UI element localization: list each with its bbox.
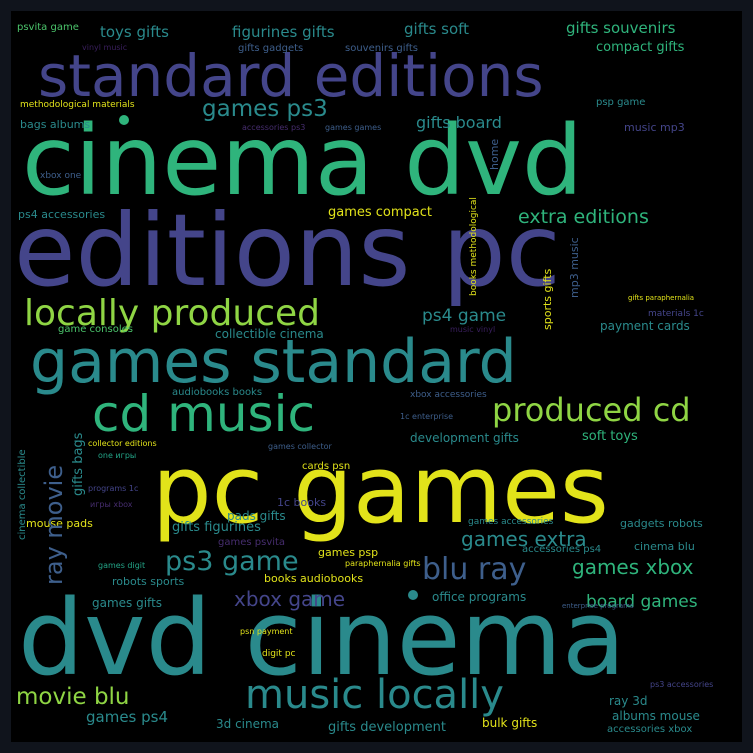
cloud-word-w-compact-gifts: compact gifts [596,40,685,55]
cloud-word-w-psvita-game: psvita game [17,22,79,33]
cloud-word-w-souvenirs-gifts: souvenirs gifts [345,43,418,54]
cloud-word-w-soft-toys: soft toys [582,429,638,444]
cloud-word-w-games-digit: games digit [98,561,145,570]
cloud-word-w-dvd-cinema: dvd cinema [18,577,626,699]
cloud-word-w-methodological-materials: methodological materials [20,100,135,110]
cloud-word-w-vinyl-music: vinyl music [82,43,127,52]
cloud-word-w-collectible-cinema: collectible cinema [215,327,324,341]
cloud-word-w-cinema-blu: cinema blu [634,540,695,553]
cloud-word-w-ps4-game: ps4 game [422,306,506,326]
cloud-word-w-psp-game: psp game [596,97,645,108]
cloud-word-w-figurines-gifts: figurines gifts [232,23,335,41]
cloud-word-w-albums-mouse: albums mouse [612,709,700,723]
cloud-word-w-music-vinyl: music vinyl [450,325,495,334]
cloud-word-w-bulk-gifts: bulk gifts [482,716,537,730]
cloud-word-w-audiobooks-books: audiobooks books [172,387,262,398]
cloud-word-w-xbox-accessories: xbox accessories [410,390,487,400]
cloud-word-w-ps4-accessories: ps4 accessories [18,208,105,221]
cloud-word-w-enterprise-programs: enterprise programs [562,602,634,610]
cloud-word-w-accessories-xbox: accessories xbox [607,724,692,735]
cloud-word-w-games-psp: games psp [318,546,378,559]
cloud-word-w-xbox-one: xbox one [40,171,82,181]
cloud-word-w-produced-cd: produced cd [492,391,691,429]
cloud-word-w-programs-1c: programs 1c [88,484,138,493]
cloud-word-w-pads-gifts: pads gifts [227,509,286,523]
cloud-word-w-games-standard: games standard [30,327,517,397]
cloud-word-w-games-games: games games [325,123,381,132]
cloud-word-w-games-collector: games collector [268,442,332,451]
cloud-word-w-payment-cards: payment cards [600,319,690,333]
cloud-word-w-gifts-board: gifts board [416,113,502,132]
cloud-word-w-ray-3d: ray 3d [609,694,647,708]
cloud-word-w-cards-psn: cards psn [302,461,350,472]
cloud-background [11,11,742,742]
cloud-word-w-accessories-ps4: accessories ps4 [522,544,601,555]
cloud-word-w-toys-gifts: toys gifts [100,23,169,41]
cloud-word-w-ps3-game: ps3 game [165,546,299,577]
cloud-word-w-cinema-dvd: cinema dvd [22,105,583,217]
cloud-word-w-music-mp3: music mp3 [624,121,685,134]
cloud-word-w-paraphernalia-gifts: paraphernalia gifts [345,559,421,568]
cloud-word-w-development-gifts: development gifts [410,431,519,445]
cloud-word-w-standard-editions: standard editions [38,42,544,110]
cloud-word-w-cd-music: cd music [92,385,315,443]
cloud-word-w-robots-sports: robots sports [112,575,185,588]
cloud-word-w-1c-books: 1c books [277,496,326,509]
cloud-word-w-games-ps4: games ps4 [86,708,168,726]
cloud-word-w-blu-ray: blu ray [422,552,526,587]
cloud-word-v-sports-gifts: sports gifts [541,268,554,330]
cloud-word-w-igry-xbox: игры xbox [90,500,133,509]
cloud-word-w-gifts-soft: gifts soft [404,20,469,38]
cloud-word-w-games-gifts: games gifts [92,596,162,610]
cloud-word-w-games-extra: games extra [461,527,587,551]
cloud-word-w-gifts-development: gifts development [328,720,446,735]
cloud-word-v-mp3-music: mp3 music [568,237,581,298]
cloud-word-w-ps3-accessories: ps3 accessories [650,680,713,689]
cloud-word-w-materials-1c: materials 1c [648,309,704,319]
cloud-word-w-music-locally: music locally [245,672,504,718]
cloud-word-w-games-xbox: games xbox [572,555,694,579]
cloud-word-w-gifts-gadgets: gifts gadgets [238,43,303,54]
cloud-word-w-office-programs: office programs [432,590,526,604]
cloud-word-v-books-methodological: books methodological [469,197,479,296]
cloud-word-w-collector-editions: collector editions [88,439,157,448]
dot-mark [408,590,418,600]
cloud-word-w-games-ps3: games ps3 [202,96,328,122]
cloud-word-w-gifts-paraphernalia: gifts paraphernalia [628,294,694,302]
cloud-word-w-1c-enterprise: 1c enterprise [400,412,453,421]
cloud-word-w-locally-produced: locally produced [24,293,320,334]
cloud-word-v-gifts-bags: gifts bags [71,432,86,496]
cloud-word-w-pc-games: pc games [152,436,609,545]
dot-mark [119,115,129,125]
cloud-word-w-accessories-ps3: accessories ps3 [242,123,305,132]
cloud-word-w-3d-cinema: 3d cinema [216,717,279,731]
cloud-word-w-extra-editions: extra editions [518,206,649,228]
cloud-word-w-xbox-game: xbox game [234,587,345,611]
cloud-word-w-games-accessories: games accessories [468,517,554,527]
word-cloud: dvd cinema editions pc cinema dvd pc games s… [11,11,742,742]
cloud-word-w-gifts-figurines: gifts figurines [172,520,261,535]
cloud-word-v-ray-movie: ray movie [40,465,68,585]
cloud-word-w-digit-pc: digit pc [262,649,296,659]
cloud-word-w-editions-pc: editions pc [14,192,561,309]
cloud-word-w-books-audiobooks: books audiobooks [264,572,363,585]
cloud-word-w-gadgets-robots: gadgets robots [620,517,703,530]
cloud-word-w-game-consoles: game consoles [58,324,133,335]
cloud-word-w-board-games: board games [586,592,698,612]
cloud-word-w-movie-blu: movie blu [16,684,130,710]
cloud-word-w-psn-payment: psn payment [240,627,293,636]
cloud-word-v-home: home [488,139,501,170]
cloud-word-w-mouse-pads: mouse pads [26,517,93,530]
cloud-word-w-games-psvita: games psvita [218,537,285,548]
cloud-word-w-games-compact: games compact [328,205,432,220]
cloud-word-v-cinema-collectible: cinema collectible [17,449,28,540]
cloud-word-w-bags-albums: bags albums [20,118,90,131]
cloud-word-w-gifts-souvenirs: gifts souvenirs [566,19,676,37]
cloud-word-w-one-igry: one игры [98,451,136,460]
